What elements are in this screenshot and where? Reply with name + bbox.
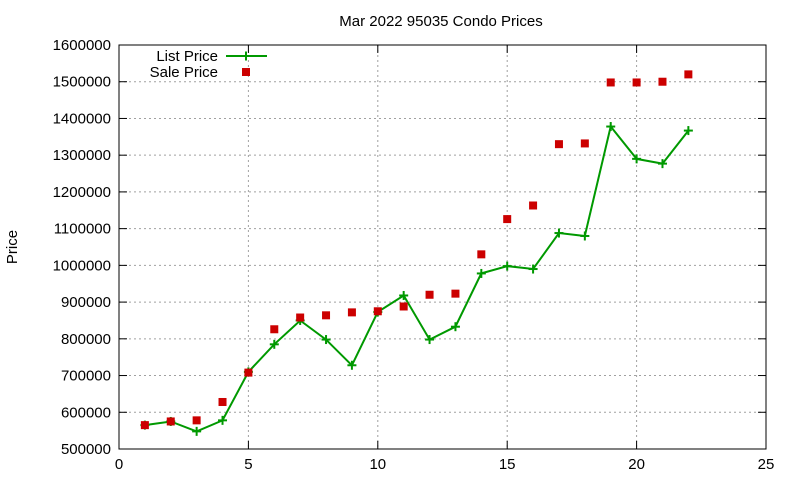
list-price-point (450, 322, 460, 332)
plot-frame (118, 44, 767, 450)
sale-price-point (296, 313, 305, 322)
sale-price-point (399, 302, 408, 311)
list-price-point (192, 426, 202, 436)
y-tick-label: 1100000 (54, 221, 111, 238)
sale-price-point (192, 416, 201, 425)
list-price-point (425, 335, 435, 345)
sale-price-point (244, 368, 253, 377)
list-price-point (269, 339, 279, 349)
list-price-point (218, 415, 228, 425)
chart-title: Mar 2022 95035 Condo Prices (339, 13, 542, 30)
sale-price-point (373, 307, 382, 316)
y-tick-label: 1500000 (53, 74, 111, 91)
sale-price-point (218, 397, 227, 406)
sale-price-point (529, 201, 538, 210)
list-price-point (606, 122, 616, 132)
sale-price-point (658, 77, 667, 86)
list-price-point (476, 268, 486, 278)
sale-price-point (477, 250, 486, 259)
sale-price-point (140, 421, 149, 430)
sale-price-point (684, 70, 693, 79)
y-tick-label: 900000 (61, 294, 111, 311)
list-price-point (657, 159, 667, 169)
series-sale-price (140, 70, 693, 430)
y-tick-label: 1200000 (53, 184, 111, 201)
sale-price-point (632, 78, 641, 87)
sale-price-point (347, 308, 356, 317)
list-price-point (347, 360, 357, 370)
sale-price-point (554, 140, 563, 149)
series-list-price (140, 122, 693, 436)
series-layer (140, 70, 693, 436)
x-tick-label: 20 (628, 456, 645, 473)
y-tick-label: 800000 (61, 331, 111, 348)
legend-label: List Price (156, 48, 218, 65)
y-tick-label: 700000 (61, 368, 111, 385)
sale-price-point (606, 78, 615, 87)
y-tick-label: 600000 (61, 404, 111, 421)
y-tick-label: 1000000 (53, 257, 111, 274)
sale-price-point (580, 139, 589, 148)
sale-price-point (503, 215, 512, 224)
list-price-point (321, 335, 331, 345)
sale-price-point (322, 311, 331, 320)
x-tick-label: 5 (244, 456, 252, 473)
y-axis-label: Price (4, 230, 21, 264)
x-tick-label: 25 (758, 456, 775, 473)
legend-cross-marker (241, 51, 251, 61)
list-price-point (399, 290, 409, 300)
y-tick-label: 1600000 (53, 37, 111, 54)
list-price-point (632, 154, 642, 164)
list-price-point (554, 228, 564, 238)
legend-label: Sale Price (150, 64, 218, 81)
grid (119, 45, 766, 449)
list-price-point (528, 264, 538, 274)
x-tick-label: 0 (115, 456, 123, 473)
sale-price-point (451, 289, 460, 298)
x-tick-label: 15 (499, 456, 516, 473)
sale-price-point (425, 290, 434, 299)
y-tick-label: 1300000 (53, 147, 111, 164)
sale-price-point (166, 417, 175, 426)
sale-price-point (270, 325, 279, 334)
list-price-point (580, 231, 590, 241)
y-tick-label: 1400000 (53, 110, 111, 127)
x-tick-label: 10 (369, 456, 386, 473)
list-price-line (144, 124, 690, 433)
list-price-point (683, 126, 693, 136)
list-price-point (502, 261, 512, 271)
axis-ticks: 500000 600000 700000 800000 900000 1000000 110… (53, 37, 775, 473)
legend-square-marker (242, 68, 250, 76)
y-tick-label: 500000 (61, 441, 111, 458)
